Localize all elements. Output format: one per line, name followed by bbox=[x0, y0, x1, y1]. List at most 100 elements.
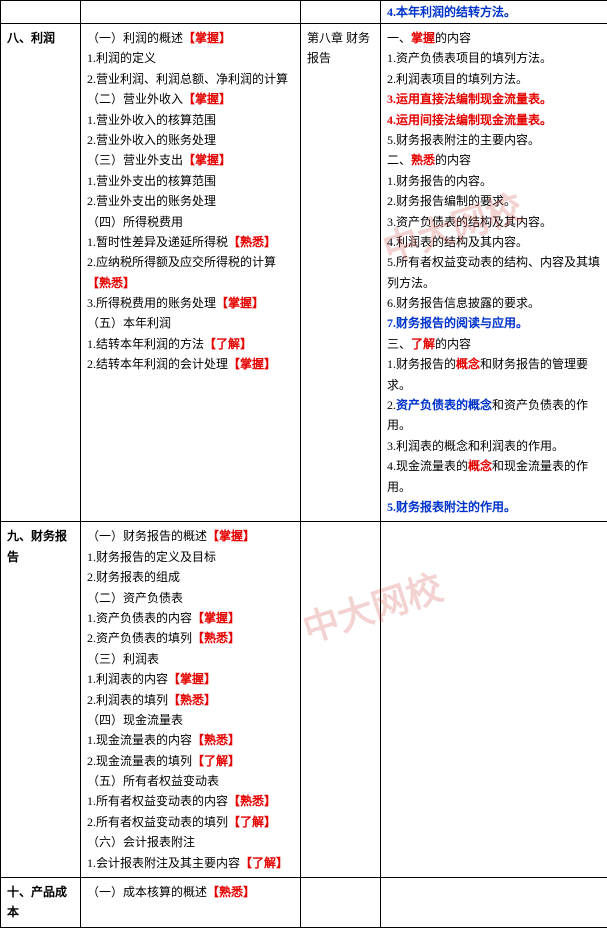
text-run: 的内容 bbox=[435, 31, 471, 45]
chapter-cell bbox=[301, 1, 381, 24]
content-cell-left bbox=[81, 1, 301, 24]
section-title-cell: 九、财务报告 bbox=[1, 522, 81, 878]
text-run: 2.财务报告编制的要求。 bbox=[387, 194, 516, 208]
text-run: 1.利润表的内容 bbox=[87, 672, 168, 686]
text-run: 概念 bbox=[468, 459, 492, 473]
text-run: （四）现金流量表 bbox=[87, 713, 183, 727]
text-run: 2. bbox=[387, 398, 396, 412]
text-run: 4.利润表的结构及其内容。 bbox=[387, 235, 528, 249]
text-run: （一）成本核算的概述 bbox=[87, 885, 207, 899]
text-run: （三）营业外支出 bbox=[87, 153, 183, 167]
text-run: 1.利润的定义 bbox=[87, 51, 156, 65]
text-run: 1.营业外支出的核算范围 bbox=[87, 174, 216, 188]
text-run: （五）所有者权益变动表 bbox=[87, 774, 219, 788]
text-run: 【熟悉】 bbox=[168, 693, 216, 707]
text-run: 6.财务报告信息披露的要求。 bbox=[387, 296, 540, 310]
text-run: 5.财务报表附注的作用。 bbox=[387, 500, 516, 514]
text-run: 【熟悉】 bbox=[228, 794, 276, 808]
text-run: 【了解】 bbox=[192, 754, 240, 768]
chapter-cell bbox=[301, 522, 381, 878]
text-run: 4.运用间接法编制现金流量表。 bbox=[387, 113, 552, 127]
text-run: 7.财务报告的阅读与应用。 bbox=[387, 316, 528, 330]
text-run: 3.资产负债表的结构及其内容。 bbox=[387, 215, 552, 229]
text-run: 掌握 bbox=[411, 31, 435, 45]
text-run: 2.财务报表的组成 bbox=[87, 570, 180, 584]
text-run: 【熟悉】 bbox=[207, 885, 255, 899]
text-run: 3.运用直接法编制现金流量表。 bbox=[387, 92, 552, 106]
text-run: 2.资产负债表的填列 bbox=[87, 631, 192, 645]
content-cell-right: 4.本年利润的结转方法。 bbox=[381, 1, 607, 24]
text-run: 二、 bbox=[387, 153, 411, 167]
text-run: 资产负债表的概念 bbox=[396, 398, 492, 412]
text-run: 2.营业外支出的账务处理 bbox=[87, 194, 216, 208]
section-title-cell bbox=[1, 1, 81, 24]
text-run: 2.所有者权益变动表的填列 bbox=[87, 815, 228, 829]
table-row: 十、产品成本（一）成本核算的概述【熟悉】 bbox=[1, 878, 607, 928]
text-run: 【熟悉】 bbox=[192, 631, 240, 645]
text-run: 1.结转本年利润的方法 bbox=[87, 337, 204, 351]
text-run: 1.现金流量表的内容 bbox=[87, 733, 192, 747]
text-run: 2.现金流量表的填列 bbox=[87, 754, 192, 768]
text-run: 【掌握】 bbox=[228, 357, 276, 371]
content-cell-right bbox=[381, 878, 607, 928]
text-run: 【掌握】 bbox=[168, 672, 216, 686]
text-run: （二）营业外收入 bbox=[87, 92, 183, 106]
table-row: 八、利润（一）利润的概述【掌握】1.利润的定义2.营业利润、利润总额、净利润的计… bbox=[1, 24, 607, 522]
text-run: 5.财务报表附注的主要内容。 bbox=[387, 133, 540, 147]
text-run: 的内容 bbox=[435, 153, 471, 167]
text-run: 了解 bbox=[411, 337, 435, 351]
text-run: 1.暂时性差异及递延所得税 bbox=[87, 235, 228, 249]
content-cell-left: （一）成本核算的概述【熟悉】 bbox=[81, 878, 301, 928]
text-run: 【了解】 bbox=[240, 856, 288, 870]
text-run: 1.资产负债表项目的填列方法。 bbox=[387, 51, 552, 65]
content-cell-right: 一、掌握的内容1.资产负债表项目的填列方法。2.利润表项目的填列方法。3.运用直… bbox=[381, 24, 607, 522]
text-run: 【了解】 bbox=[228, 815, 276, 829]
text-run: 1.财务报告的 bbox=[387, 357, 456, 371]
text-run: （五）本年利润 bbox=[87, 316, 171, 330]
text-run: 【掌握】 bbox=[216, 296, 264, 310]
text-run: 【掌握】 bbox=[183, 153, 231, 167]
section-title-cell: 八、利润 bbox=[1, 24, 81, 522]
text-run: 2.利润表的填列 bbox=[87, 693, 168, 707]
text-run: 【掌握】 bbox=[207, 529, 255, 543]
text-run: （三）利润表 bbox=[87, 652, 159, 666]
text-run: 1.会计报表附注及其主要内容 bbox=[87, 856, 240, 870]
text-run: 2.应纳税所得额及应交所得税的计算 bbox=[87, 255, 276, 269]
text-run: 4.现金流量表的 bbox=[387, 459, 468, 473]
text-run: 5.所有者权益变动表的结构、内容及其填列方法。 bbox=[387, 255, 600, 289]
text-run: 2.营业外收入的账务处理 bbox=[87, 133, 216, 147]
text-run: （一）财务报告的概述 bbox=[87, 529, 207, 543]
chapter-cell bbox=[301, 878, 381, 928]
text-run: 1.财务报告的内容。 bbox=[387, 174, 492, 188]
text-run: （六）会计报表附注 bbox=[87, 835, 195, 849]
text-run: 【掌握】 bbox=[183, 31, 231, 45]
table-row: 九、财务报告（一）财务报告的概述【掌握】1.财务报告的定义及目标2.财务报表的组… bbox=[1, 522, 607, 878]
table-row: 4.本年利润的结转方法。 bbox=[1, 1, 607, 24]
text-run: 1.营业外收入的核算范围 bbox=[87, 113, 216, 127]
text-run: 1.所有者权益变动表的内容 bbox=[87, 794, 228, 808]
chapter-cell: 第八章 财务报告 bbox=[301, 24, 381, 522]
content-cell-right bbox=[381, 522, 607, 878]
text-run: 一、 bbox=[387, 31, 411, 45]
content-cell-left: （一）财务报告的概述【掌握】1.财务报告的定义及目标2.财务报表的组成（二）资产… bbox=[81, 522, 301, 878]
text-run: 【了解】 bbox=[204, 337, 252, 351]
text-run: 【掌握】 bbox=[183, 92, 231, 106]
text-run: 【熟悉】 bbox=[192, 733, 240, 747]
text-run: 【掌握】 bbox=[192, 611, 240, 625]
text-run: 【熟悉】 bbox=[87, 276, 135, 290]
text-run: 概念 bbox=[456, 357, 480, 371]
text-run: 【熟悉】 bbox=[228, 235, 276, 249]
text-run: 1.资产负债表的内容 bbox=[87, 611, 192, 625]
text-run: 三、 bbox=[387, 337, 411, 351]
text-run: （四）所得税费用 bbox=[87, 215, 183, 229]
content-cell-left: （一）利润的概述【掌握】1.利润的定义2.营业利润、利润总额、净利润的计算（二）… bbox=[81, 24, 301, 522]
syllabus-table: 4.本年利润的结转方法。八、利润（一）利润的概述【掌握】1.利润的定义2.营业利… bbox=[0, 0, 607, 928]
text-run: 4.本年利润的结转方法。 bbox=[387, 5, 516, 19]
text-run: 3.所得税费用的账务处理 bbox=[87, 296, 216, 310]
text-run: 2.利润表项目的填列方法。 bbox=[387, 72, 528, 86]
section-title-cell: 十、产品成本 bbox=[1, 878, 81, 928]
text-run: 的内容 bbox=[435, 337, 471, 351]
text-run: 1.财务报告的定义及目标 bbox=[87, 550, 216, 564]
text-run: 3.利润表的概念和利润表的作用。 bbox=[387, 439, 564, 453]
text-run: （一）利润的概述 bbox=[87, 31, 183, 45]
